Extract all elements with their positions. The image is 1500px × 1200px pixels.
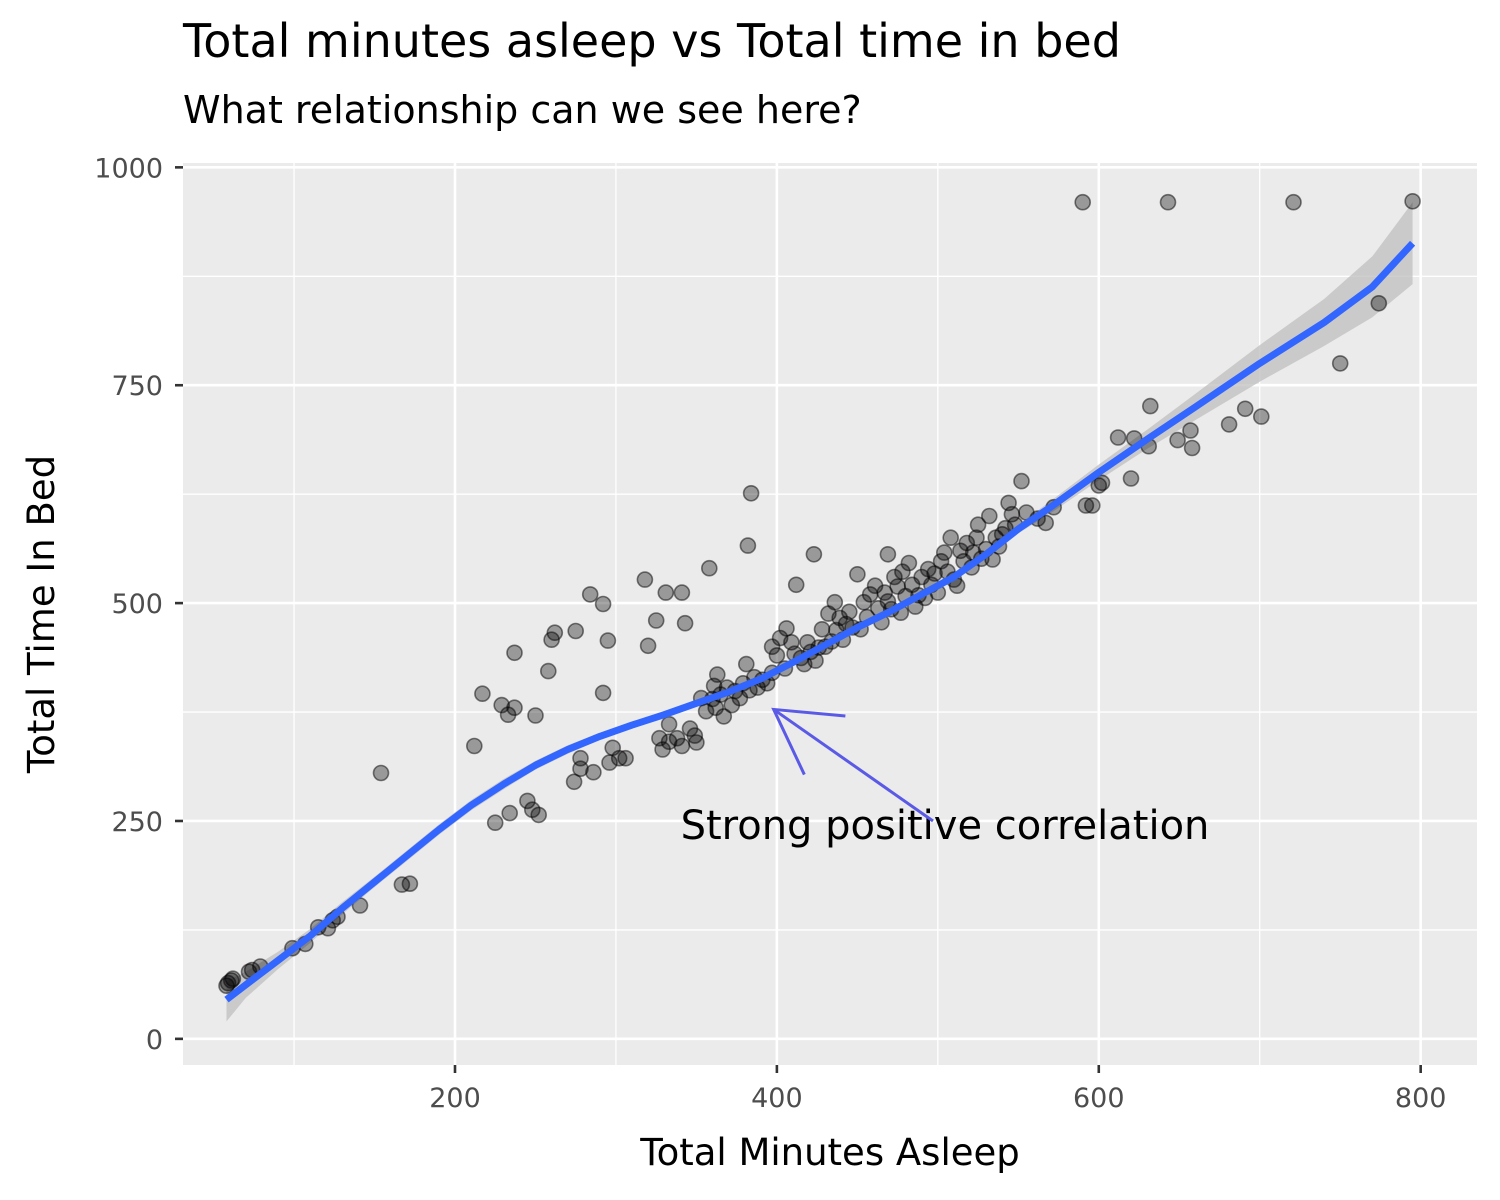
data-point (530, 806, 548, 824)
data-point (1122, 470, 1140, 487)
data-point (900, 554, 918, 572)
data-point (1220, 416, 1238, 433)
x-tick-label: 600 (1073, 1083, 1125, 1114)
data-point (585, 763, 602, 781)
data-point (715, 708, 733, 725)
data-point (1084, 497, 1101, 514)
axes: 200 400 600 800 0 250 500 750 1000 (94, 153, 1446, 1114)
data-point (1253, 408, 1270, 425)
data-point (401, 875, 419, 893)
data-point (1013, 472, 1030, 490)
data-point (1331, 355, 1349, 372)
data-point (935, 544, 953, 561)
y-tick-label: 0 (146, 1025, 163, 1056)
data-point (224, 970, 242, 988)
data-point (1074, 193, 1091, 211)
x-tick-label: 800 (1395, 1083, 1447, 1114)
data-point (968, 529, 985, 547)
data-point (673, 584, 691, 601)
data-point (486, 814, 504, 832)
data-point (1183, 439, 1201, 457)
data-point (826, 593, 844, 611)
data-point (594, 684, 612, 702)
data-point (1169, 431, 1186, 449)
smooth-trend-line (224, 240, 1416, 1003)
data-point (539, 662, 557, 680)
data-point (572, 749, 589, 767)
x-tick-label: 400 (751, 1083, 803, 1114)
data-point (474, 685, 491, 703)
data-point (969, 516, 987, 534)
y-tick-label: 750 (111, 371, 163, 402)
data-point (546, 624, 564, 642)
annotation-text: Strong positive correlation (681, 803, 1210, 849)
data-point (1236, 400, 1254, 418)
y-tick-label: 250 (111, 807, 163, 838)
chart-title: Total minutes asleep vs Total time in be… (183, 14, 1121, 68)
data-point (617, 749, 634, 767)
annotation: Strong positive correlation (681, 707, 1210, 849)
grid-lines (183, 163, 1477, 1065)
data-point (805, 545, 823, 563)
data-point (506, 644, 523, 662)
data-point (1404, 193, 1421, 210)
data-point (1182, 422, 1199, 439)
data-point (599, 632, 617, 649)
data-point (506, 699, 523, 717)
data-point (465, 737, 483, 755)
data-point (787, 576, 805, 594)
data-point (639, 637, 657, 655)
annotation-arrowhead (771, 707, 846, 776)
data-point (778, 620, 795, 637)
data-point (688, 734, 705, 751)
data-point (1093, 474, 1111, 492)
x-tick-label: 200 (429, 1083, 481, 1114)
smooth-line-layer (224, 240, 1416, 1003)
data-point (1370, 294, 1388, 312)
data-point (676, 614, 694, 632)
data-point (673, 737, 691, 755)
data-point (980, 507, 998, 525)
y-axis-title: Total Time In Bed (20, 455, 63, 774)
chart-subtitle: What relationship can we see here? (183, 88, 862, 132)
data-point (739, 537, 757, 554)
annotation-arrow (772, 708, 934, 823)
plot-panel (183, 163, 1477, 1065)
data-point (768, 647, 786, 664)
data-point (840, 603, 858, 621)
data-point (660, 715, 678, 733)
data-point (700, 559, 718, 577)
data-point (1077, 497, 1095, 514)
data-point (647, 612, 665, 629)
data-point (567, 622, 585, 640)
data-point (894, 563, 911, 581)
data-point (581, 586, 599, 603)
data-point (372, 764, 390, 782)
data-point (594, 595, 612, 613)
data-point (742, 484, 760, 502)
data-point (708, 666, 726, 683)
y-tick-label: 500 (111, 589, 163, 620)
data-point (942, 529, 960, 547)
data-point (657, 584, 675, 601)
data-point (565, 773, 583, 791)
data-point (519, 792, 536, 810)
data-point (1109, 429, 1127, 446)
data-point (636, 571, 654, 588)
y-tick-label: 1000 (94, 153, 163, 184)
data-point (1285, 193, 1302, 211)
data-point (1037, 514, 1054, 532)
data-point (831, 609, 849, 627)
data-point (501, 804, 519, 822)
data-point (879, 545, 897, 563)
data-point (610, 749, 628, 767)
data-point (1142, 397, 1159, 415)
data-point (527, 707, 544, 724)
x-axis-title: Total Minutes Asleep (639, 1131, 1019, 1174)
data-point (849, 565, 866, 583)
data-point (737, 655, 755, 673)
data-point (1159, 193, 1177, 211)
